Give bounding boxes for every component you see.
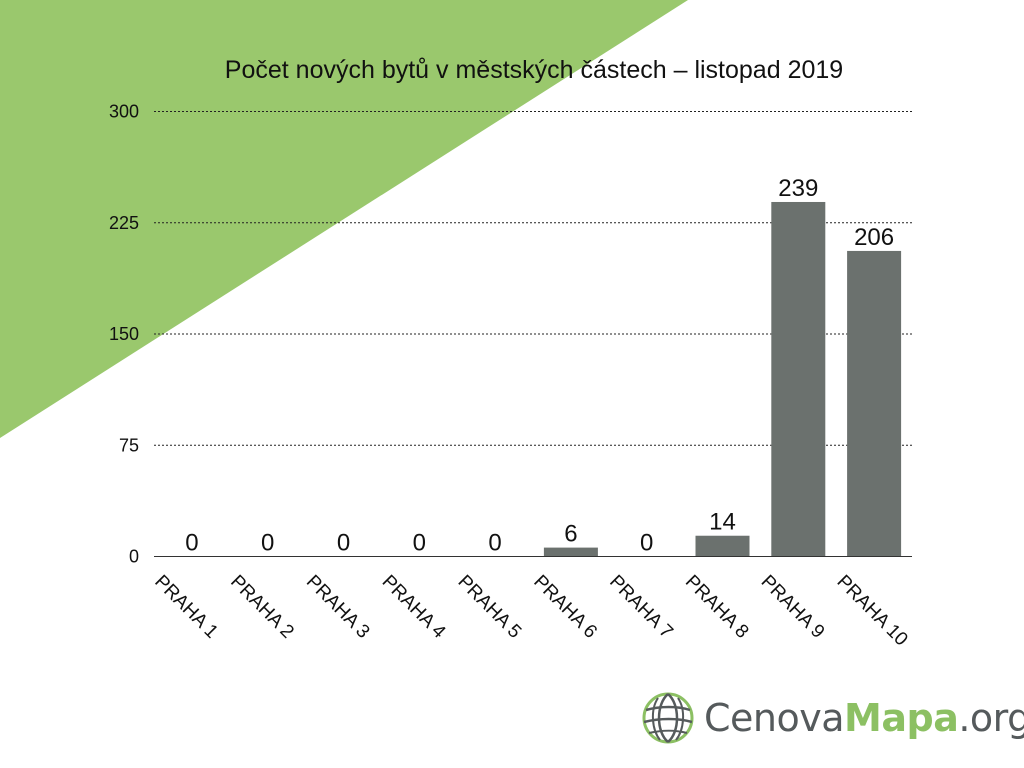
data-label: 239 bbox=[778, 175, 818, 202]
data-label: 0 bbox=[413, 530, 426, 557]
cenovamapa-logo[interactable]: CenovaMapa.org bbox=[640, 686, 1024, 750]
bar bbox=[847, 250, 902, 557]
data-label: 0 bbox=[337, 530, 350, 557]
globe-icon bbox=[642, 692, 694, 744]
x-tick-label: PRAHA 7 bbox=[605, 571, 677, 643]
bars bbox=[543, 201, 902, 557]
y-tick-label: 225 bbox=[109, 213, 139, 233]
y-axis-ticks: 0 75 150 225 300 bbox=[109, 102, 139, 567]
data-label: 0 bbox=[261, 530, 274, 557]
bar bbox=[695, 535, 750, 557]
chart-title: Počet nových bytů v městských částech – … bbox=[225, 56, 843, 84]
data-label: 14 bbox=[709, 509, 736, 536]
logo-text-cenova: Cenova bbox=[704, 696, 845, 740]
x-tick-label: PRAHA 6 bbox=[529, 571, 601, 643]
logo-text-org: .org bbox=[958, 696, 1024, 740]
y-tick-label: 300 bbox=[109, 102, 139, 122]
y-tick-label: 150 bbox=[109, 324, 139, 344]
x-tick-label: PRAHA 4 bbox=[378, 571, 450, 643]
data-label: 0 bbox=[488, 530, 501, 557]
x-tick-label: PRAHA 3 bbox=[302, 571, 374, 643]
logo-text-mapa: Mapa bbox=[844, 696, 959, 740]
bar bbox=[543, 547, 598, 557]
x-tick-label: PRAHA 9 bbox=[757, 571, 829, 643]
data-label: 0 bbox=[640, 530, 653, 557]
x-axis-ticks: PRAHA 1 PRAHA 2 PRAHA 3 PRAHA 4 PRAHA 5 PRAHA… bbox=[150, 571, 911, 650]
data-label: 0 bbox=[185, 530, 198, 557]
y-tick-label: 75 bbox=[119, 435, 139, 455]
bar bbox=[771, 201, 826, 557]
x-tick-label: PRAHA 1 bbox=[150, 571, 222, 643]
x-tick-label: PRAHA 10 bbox=[833, 571, 912, 650]
x-tick-label: PRAHA 2 bbox=[226, 571, 298, 643]
data-labels: 0 0 0 0 0 6 0 14 239 206 bbox=[185, 175, 894, 557]
x-tick-label: PRAHA 5 bbox=[454, 571, 526, 643]
logo-text: CenovaMapa.org bbox=[704, 696, 1024, 740]
y-tick-label: 0 bbox=[129, 547, 139, 567]
x-tick-label: PRAHA 8 bbox=[681, 571, 753, 643]
data-label: 206 bbox=[854, 224, 894, 251]
data-label: 6 bbox=[564, 521, 577, 548]
